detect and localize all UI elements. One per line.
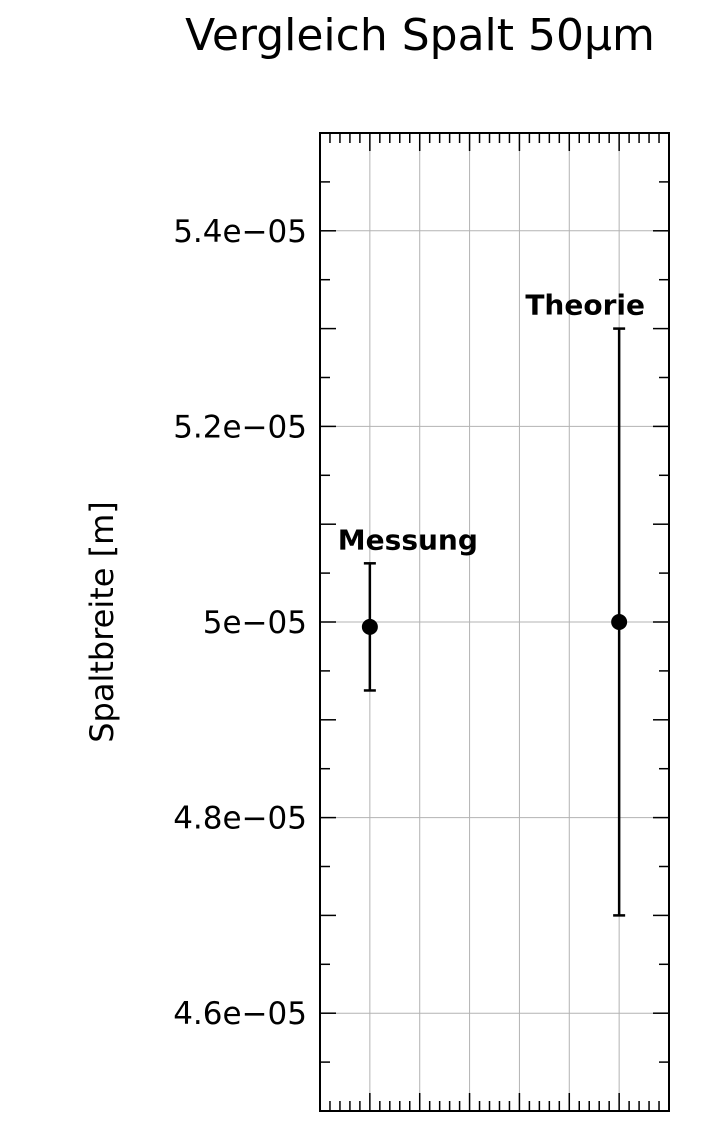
data-point-group: Messung (338, 523, 478, 692)
y-tick-label: 4.8e−05 (173, 801, 307, 837)
data-point (611, 614, 628, 630)
y-tick-label: 5e−05 (203, 605, 307, 641)
y-tick-label: 5.2e−05 (173, 409, 307, 445)
ticks-layer (320, 133, 669, 1111)
y-axis-label: Spaltbreite [m] (83, 501, 121, 743)
series-layer: Messung Theorie (338, 289, 645, 917)
y-tick-label: 4.6e−05 (173, 996, 307, 1032)
data-point (361, 618, 378, 635)
y-tick-labels: 4.6e−05 4.8e−05 5e−05 5.2e−05 5.4e−05 (173, 214, 307, 1032)
plot-frame (319, 132, 670, 1112)
y-tick-label: 5.4e−05 (173, 214, 307, 250)
data-point-group: Theorie (525, 289, 645, 917)
point-annotation: Theorie (525, 289, 645, 322)
point-annotation: Messung (338, 523, 478, 556)
chart-title: Vergleich Spalt 50µm (185, 10, 655, 61)
